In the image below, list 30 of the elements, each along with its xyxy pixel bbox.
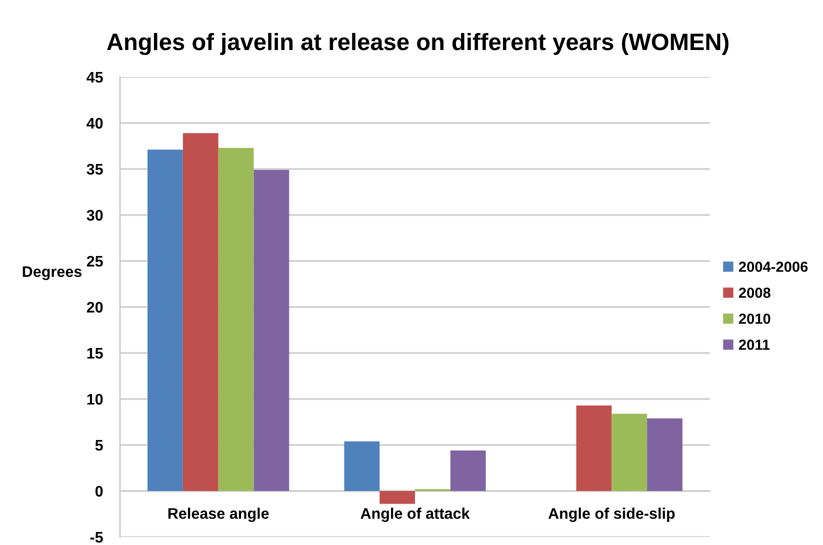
bar	[182, 133, 218, 491]
y-tick-label: 45	[86, 72, 103, 83]
y-tick-label: 35	[86, 164, 103, 175]
y-tick-label: -5	[90, 532, 103, 543]
y-tick-label: 0	[95, 486, 103, 497]
bar	[647, 418, 682, 491]
legend-label: 2011	[738, 340, 770, 350]
y-tick-label: 25	[86, 256, 103, 267]
y-tick-label: 15	[87, 348, 103, 359]
legend-label: 2010	[738, 314, 770, 324]
bar	[344, 441, 380, 491]
x-tick-label: Angle of attack	[360, 508, 470, 522]
bar	[612, 414, 648, 491]
x-tick-label: Release angle	[168, 508, 269, 522]
bar	[218, 148, 254, 491]
x-tick-label: Angle of side-slip	[548, 508, 675, 522]
chart-title: Angles of javelin at release on different years (WOMEN)	[106, 32, 728, 56]
y-tick-label: 40	[86, 118, 103, 129]
y-tick-label: 10	[87, 394, 103, 405]
bar	[576, 405, 612, 491]
legend-label: 2008	[738, 288, 770, 298]
legend-label: 2004-2006	[738, 262, 808, 272]
y-tick-label: 30	[86, 210, 103, 221]
bar	[254, 170, 290, 491]
bar	[450, 450, 486, 491]
bar	[380, 491, 415, 504]
y-tick-label: 5	[95, 440, 103, 451]
y-tick-label: 20	[86, 302, 103, 313]
bar	[148, 150, 183, 491]
y-axis-title: Degrees	[22, 266, 82, 280]
